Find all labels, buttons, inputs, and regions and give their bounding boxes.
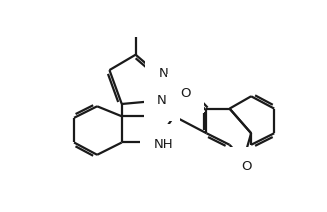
Text: N: N [159,67,168,80]
Text: O: O [181,87,191,100]
Text: N: N [157,94,167,107]
Text: NH: NH [154,138,173,151]
Text: O: O [241,160,252,173]
